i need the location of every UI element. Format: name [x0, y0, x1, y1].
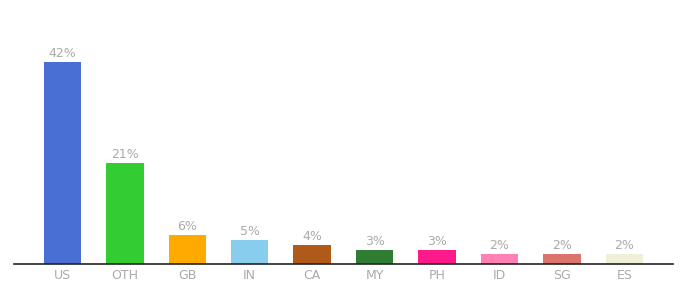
Bar — [481, 254, 518, 264]
Text: 42%: 42% — [48, 47, 76, 61]
Text: 21%: 21% — [111, 148, 139, 161]
Text: 3%: 3% — [427, 235, 447, 248]
Text: 4%: 4% — [302, 230, 322, 243]
Bar — [169, 235, 206, 264]
Bar — [44, 62, 81, 264]
Text: 3%: 3% — [364, 235, 385, 248]
Text: 2%: 2% — [615, 239, 634, 253]
Bar — [543, 254, 581, 264]
Bar — [418, 250, 456, 264]
Bar — [231, 240, 269, 264]
Text: 2%: 2% — [490, 239, 509, 253]
Bar — [294, 245, 331, 264]
Bar — [606, 254, 643, 264]
Text: 2%: 2% — [552, 239, 572, 253]
Text: 6%: 6% — [177, 220, 197, 233]
Bar — [106, 163, 143, 264]
Text: 5%: 5% — [240, 225, 260, 238]
Bar — [356, 250, 393, 264]
